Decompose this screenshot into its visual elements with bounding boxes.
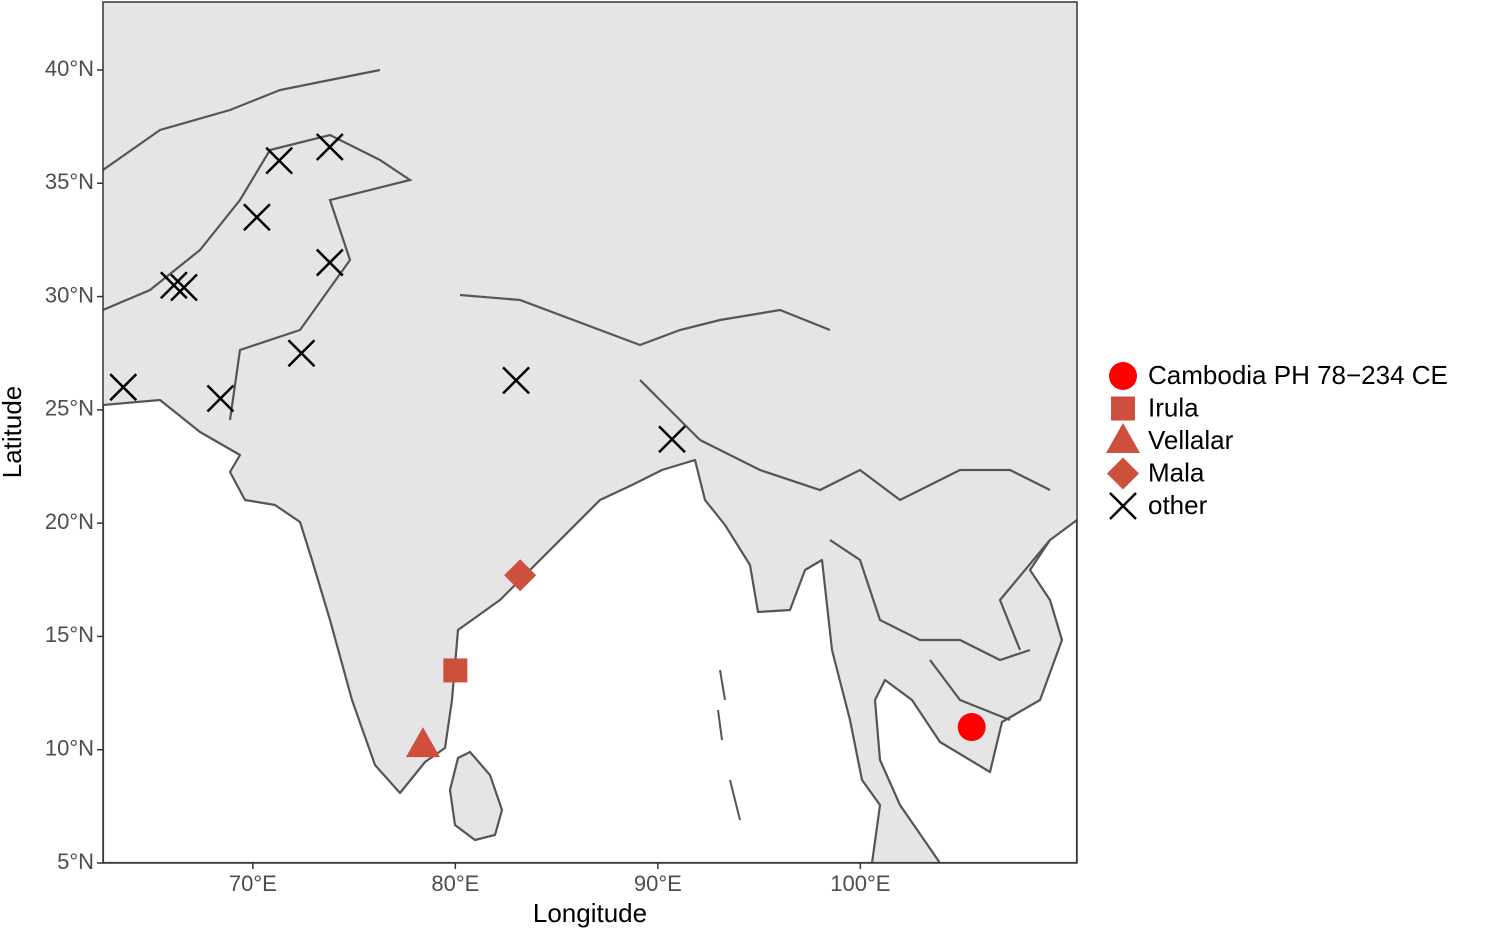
x-tick-label: 80°E: [431, 871, 479, 896]
legend-label: Irula: [1148, 392, 1199, 422]
legend-label: Mala: [1148, 457, 1205, 487]
point: [315, 248, 344, 277]
legend-key: [1107, 457, 1139, 490]
x-tick-label: 100°E: [830, 871, 890, 896]
basemap: [103, 2, 1077, 863]
legend-key: [1106, 423, 1140, 453]
y-tick-label: 15°N: [45, 622, 94, 647]
legend-key: [1109, 362, 1137, 390]
y-tick-label: 30°N: [45, 282, 94, 307]
point: [315, 133, 344, 161]
y-tick-label: 35°N: [45, 169, 94, 194]
point: [443, 658, 468, 683]
point: [109, 373, 138, 402]
point: [502, 366, 530, 395]
x-tick-label: 90°E: [634, 871, 682, 896]
y-tick-label: 20°N: [45, 509, 94, 534]
point: [206, 384, 235, 413]
indian-ocean-islands: [717, 669, 741, 821]
panel-border: [102, 1, 1078, 864]
x-axis-title: Longitude: [533, 898, 647, 928]
point: [170, 273, 198, 302]
y-tick-label: 40°N: [45, 56, 94, 81]
legend-key: [1111, 396, 1135, 421]
legend-label: Cambodia PH 78−234 CE: [1148, 360, 1448, 390]
legend-key: [1109, 492, 1137, 520]
point: [957, 713, 986, 742]
borders: [103, 68, 1051, 722]
y-axis-title: Latitude: [0, 386, 27, 479]
sri-lanka: [448, 750, 504, 842]
legend-label: Vellalar: [1148, 425, 1234, 455]
point: [405, 727, 440, 758]
x-tick-label: 70°E: [229, 871, 277, 896]
point: [658, 425, 686, 454]
point: [504, 559, 537, 592]
point: [265, 146, 294, 175]
point: [159, 271, 188, 300]
legend-label: other: [1148, 490, 1208, 520]
point: [287, 339, 316, 368]
y-tick-label: 5°N: [57, 849, 94, 874]
point: [243, 203, 271, 232]
y-tick-label: 10°N: [45, 736, 94, 761]
sea: [103, 398, 1077, 863]
y-tick-label: 25°N: [45, 396, 94, 421]
